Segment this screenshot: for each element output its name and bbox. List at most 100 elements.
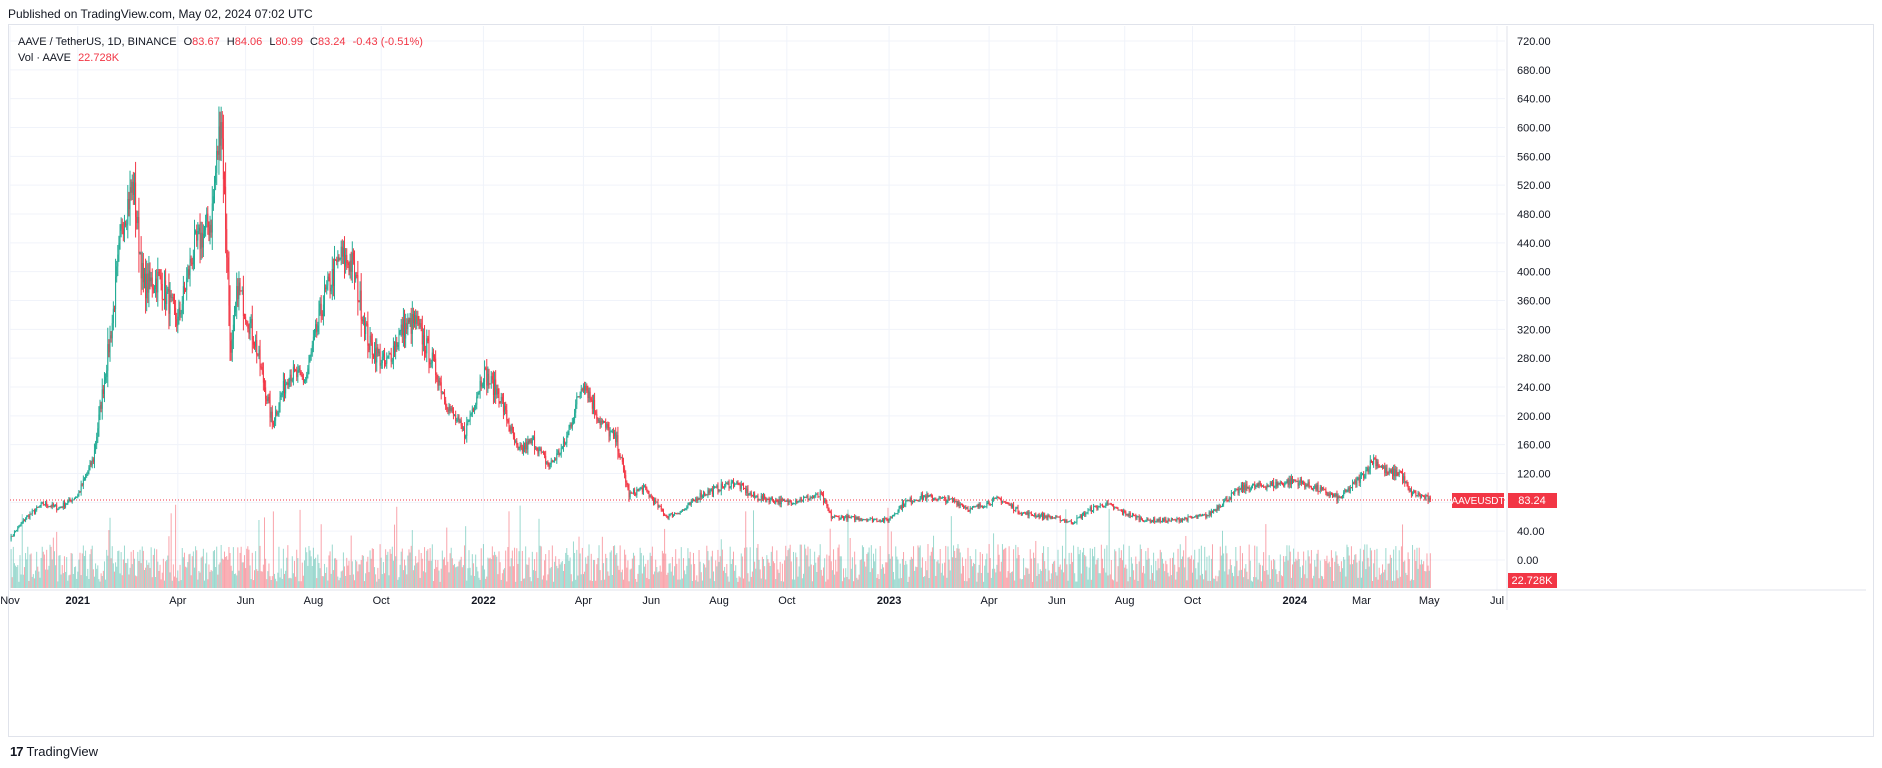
volume-bar bbox=[1043, 546, 1045, 588]
volume-bar bbox=[70, 552, 72, 588]
candle-body bbox=[125, 222, 127, 226]
volume-bar bbox=[45, 569, 47, 588]
candle-body bbox=[1210, 511, 1212, 515]
volume-bar bbox=[1428, 570, 1430, 588]
candle-body bbox=[464, 428, 466, 439]
volume-bar bbox=[362, 555, 364, 588]
volume-bar bbox=[597, 558, 599, 588]
volume-bar bbox=[227, 559, 229, 588]
volume-bar bbox=[344, 566, 346, 588]
volume-tag-label: 22.728K bbox=[1512, 575, 1554, 587]
volume-bar bbox=[142, 550, 144, 588]
legend-symbol[interactable]: AAVE / TetherUS, 1D, BINANCE bbox=[18, 36, 177, 48]
volume-bar bbox=[395, 556, 397, 588]
candle-body bbox=[1129, 513, 1131, 517]
candle-body bbox=[516, 440, 518, 445]
candle-body bbox=[1235, 489, 1237, 491]
candle-body bbox=[1378, 465, 1380, 467]
candle-body bbox=[1074, 521, 1076, 523]
candle-body bbox=[1208, 512, 1210, 516]
footer-branding: 17 TradingView bbox=[10, 744, 98, 759]
volume-bar bbox=[1158, 568, 1160, 588]
candle-body bbox=[364, 319, 366, 334]
candle-body bbox=[112, 308, 114, 324]
candle-body bbox=[560, 448, 562, 454]
candle-body bbox=[27, 515, 29, 517]
candle-body bbox=[237, 286, 239, 300]
candle-body bbox=[731, 481, 733, 483]
volume-bar bbox=[506, 581, 508, 588]
candle-body bbox=[755, 496, 757, 498]
candle-body bbox=[76, 496, 78, 498]
candle-body bbox=[53, 505, 55, 507]
candle-body bbox=[977, 505, 979, 508]
volume-bar bbox=[324, 563, 326, 588]
candle-body bbox=[796, 500, 798, 503]
candle-body bbox=[840, 516, 842, 519]
candle-body bbox=[699, 492, 701, 500]
volume-bar bbox=[173, 576, 175, 588]
tradingview-brand[interactable]: TradingView bbox=[26, 744, 99, 759]
volume-bar bbox=[140, 563, 142, 588]
volume-bar bbox=[1067, 580, 1069, 588]
volume-bar bbox=[1278, 570, 1280, 588]
volume-bar bbox=[510, 558, 512, 588]
candle-body bbox=[626, 482, 628, 486]
candle-body bbox=[355, 275, 357, 280]
volume-bar bbox=[1252, 581, 1254, 588]
candle-body bbox=[177, 316, 179, 326]
volume-bar bbox=[658, 571, 660, 588]
candle-body bbox=[1111, 504, 1113, 506]
volume-bar bbox=[51, 559, 53, 588]
volume-bar bbox=[551, 545, 553, 588]
volume-bar bbox=[878, 579, 880, 588]
candle-body bbox=[1416, 495, 1418, 497]
candle-body bbox=[619, 455, 621, 458]
volume-bar bbox=[99, 581, 101, 588]
volume-bar bbox=[1204, 546, 1206, 588]
volume-bar bbox=[910, 556, 912, 588]
volume-bar bbox=[1423, 561, 1425, 588]
candle-body bbox=[737, 481, 739, 484]
volume-bar bbox=[1293, 548, 1295, 588]
volume-bar bbox=[945, 545, 947, 588]
candle-body bbox=[477, 393, 479, 397]
volume-bar bbox=[171, 580, 173, 588]
candle-body bbox=[1016, 507, 1018, 509]
candle-body bbox=[1018, 511, 1020, 514]
volume-bar bbox=[370, 558, 372, 588]
candle-body bbox=[1165, 518, 1167, 522]
candle-body bbox=[219, 126, 221, 146]
candle-body bbox=[290, 374, 292, 382]
volume-bar bbox=[91, 545, 93, 588]
volume-bar bbox=[625, 554, 627, 588]
volume-bar bbox=[676, 563, 678, 588]
legend-volume-label[interactable]: Vol · AAVE bbox=[18, 52, 71, 64]
candle-body bbox=[474, 408, 476, 411]
volume-bar bbox=[1215, 575, 1217, 588]
volume-bar bbox=[793, 551, 795, 588]
volume-bar bbox=[1198, 548, 1200, 588]
volume-bar bbox=[235, 573, 237, 588]
volume-bar bbox=[648, 579, 650, 588]
volume-bar bbox=[1217, 576, 1219, 588]
candle-body bbox=[1297, 480, 1299, 486]
volume-bar bbox=[1352, 564, 1354, 588]
volume-bar bbox=[1294, 561, 1296, 588]
candle-body bbox=[1309, 486, 1311, 488]
candle-body bbox=[1426, 495, 1428, 497]
volume-bar bbox=[113, 571, 115, 588]
candle-body bbox=[1147, 518, 1149, 520]
volume-bar bbox=[699, 561, 701, 588]
volume-bar bbox=[1237, 576, 1239, 588]
candle-body bbox=[42, 502, 44, 505]
volume-bar bbox=[981, 553, 983, 588]
candle-body bbox=[1064, 519, 1066, 522]
volume-bar bbox=[1346, 544, 1348, 588]
x-tick-label: Jun bbox=[237, 595, 255, 607]
volume-bar bbox=[798, 566, 800, 588]
candle-body bbox=[894, 513, 896, 516]
volume-bar bbox=[831, 570, 833, 588]
volume-bar bbox=[978, 564, 980, 588]
